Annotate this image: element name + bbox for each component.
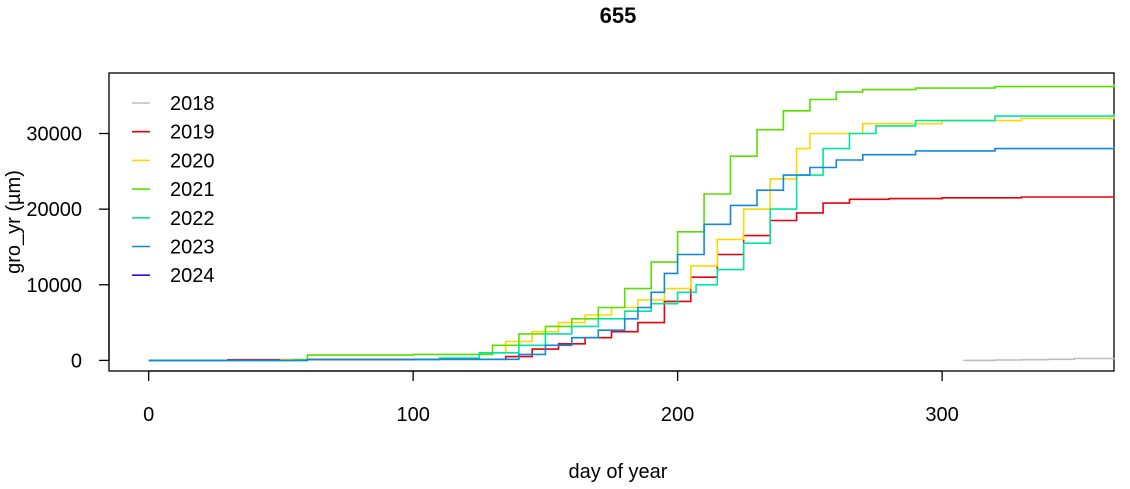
legend: 2018 2019 2020 2021 2022 2023 2024 xyxy=(132,93,215,287)
series-layer xyxy=(148,84,1115,362)
series-line-2020 xyxy=(148,116,1115,362)
legend-label: 2022 xyxy=(170,208,215,230)
x-axis: 0 100 200 300 xyxy=(143,370,959,426)
series-line-2018 xyxy=(963,357,1115,362)
y-tick-label: 10000 xyxy=(26,275,82,297)
series-line-2023 xyxy=(148,147,1115,362)
x-tick-label: 200 xyxy=(661,404,694,426)
y-tick-label: 30000 xyxy=(26,124,82,146)
x-tick-label: 300 xyxy=(925,404,958,426)
legend-label: 2024 xyxy=(170,265,215,287)
series-line-2022 xyxy=(148,113,1115,362)
series-line-2021 xyxy=(148,84,1115,362)
plot-frame xyxy=(108,72,1115,372)
legend-label: 2023 xyxy=(170,237,215,259)
series-line-2019 xyxy=(148,196,1115,362)
x-tick-label: 0 xyxy=(143,404,154,426)
x-tick-label: 100 xyxy=(396,404,429,426)
y-tick-label: 20000 xyxy=(26,199,82,221)
x-axis-label: day of year xyxy=(569,461,668,483)
y-axis-label: gro_yr (µm) xyxy=(3,170,25,274)
y-tick-label: 0 xyxy=(71,350,82,372)
legend-label: 2021 xyxy=(170,179,215,201)
chart-title: 655 xyxy=(600,3,637,28)
legend-label: 2018 xyxy=(170,93,215,115)
legend-label: 2020 xyxy=(170,150,215,172)
legend-label: 2019 xyxy=(170,122,215,144)
y-axis: 0 10000 20000 30000 xyxy=(26,124,110,372)
